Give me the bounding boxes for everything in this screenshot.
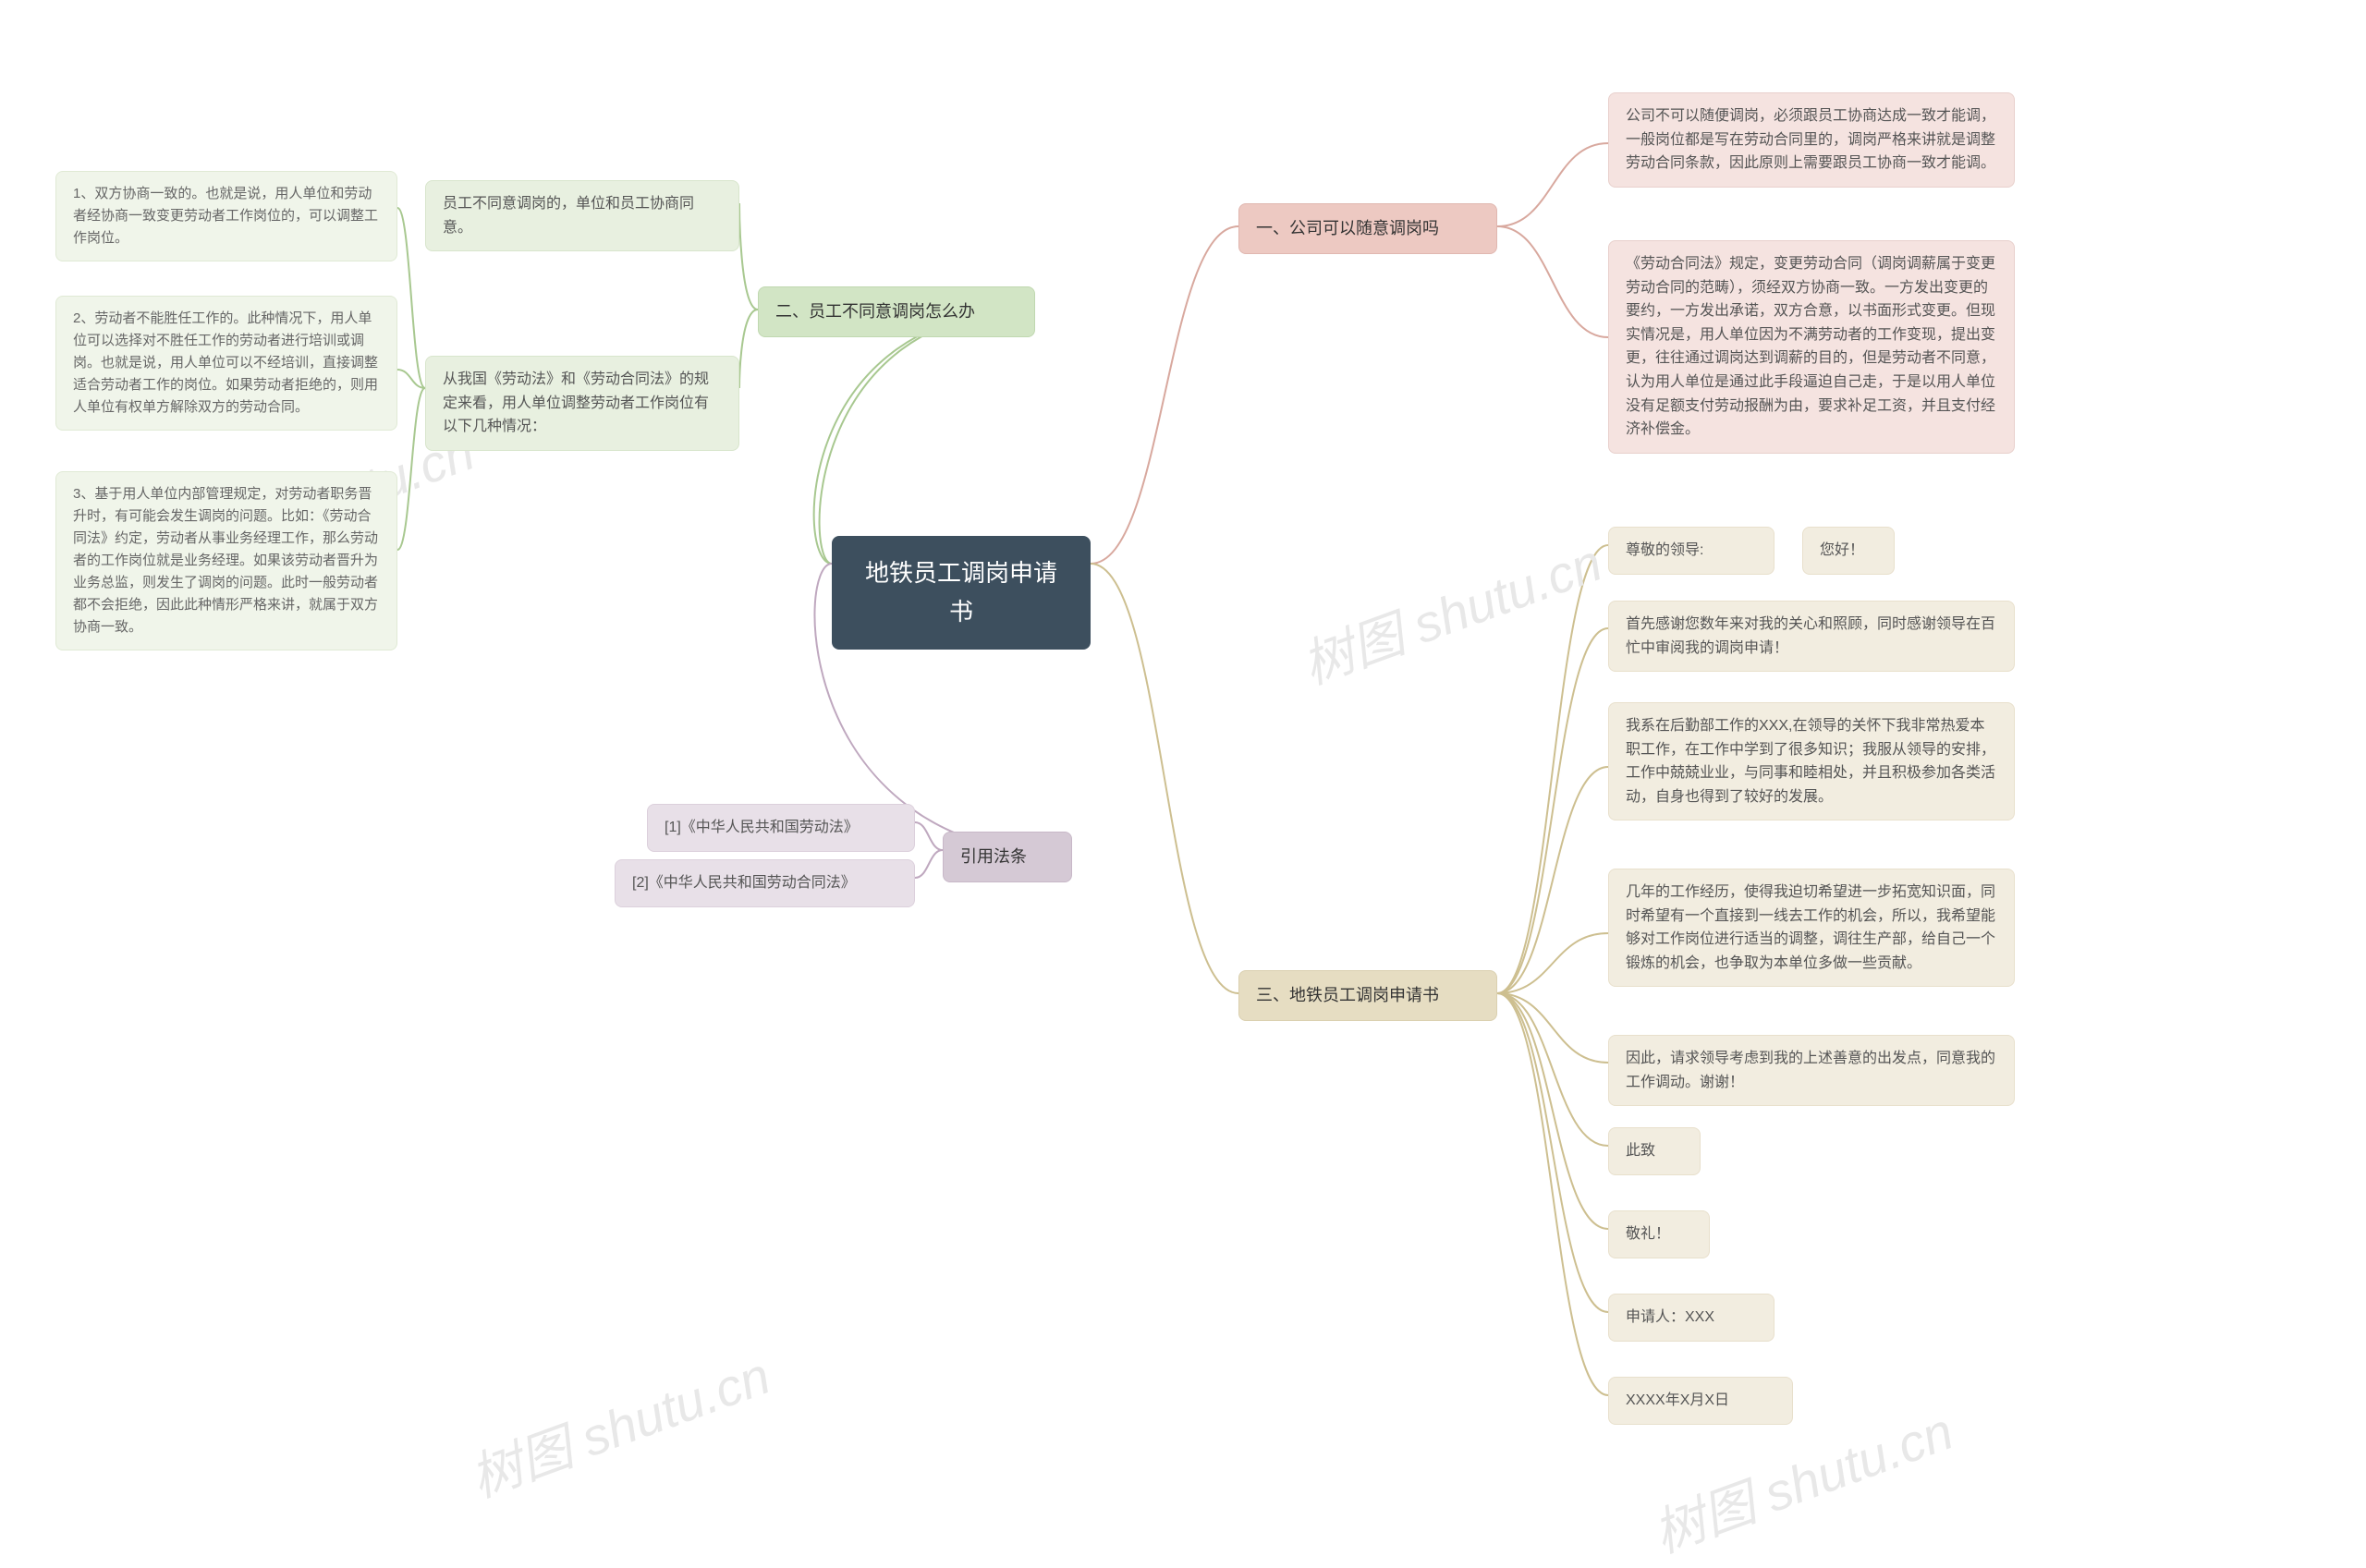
mindmap-node: [1]《中华人民共和国劳动法》 xyxy=(647,804,915,852)
mindmap-node: XXXX年X月X日 xyxy=(1608,1377,1793,1425)
mindmap-node: 1、双方协商一致的。也就是说，用人单位和劳动者经协商一致变更劳动者工作岗位的，可… xyxy=(55,171,397,261)
mindmap-node: [2]《中华人民共和国劳动合同法》 xyxy=(615,859,915,907)
mindmap-node: 2、劳动者不能胜任工作的。此种情况下，用人单位可以选择对不胜任工作的劳动者进行培… xyxy=(55,296,397,431)
mindmap-node: 二、员工不同意调岗怎么办 xyxy=(758,286,1035,337)
mindmap-node: 此致 xyxy=(1608,1127,1701,1175)
center-node: 地铁员工调岗申请书 xyxy=(832,536,1091,650)
watermark: 树图 shutu.cn xyxy=(458,1334,779,1512)
mindmap-node: 几年的工作经历，使得我迫切希望进一步拓宽知识面，同时希望有一个直接到一线去工作的… xyxy=(1608,869,2015,987)
mindmap-node: 因此，请求领导考虑到我的上述善意的出发点，同意我的工作调动。谢谢！ xyxy=(1608,1035,2015,1106)
mindmap-node: 申请人：XXX xyxy=(1608,1294,1774,1342)
mindmap-node: 敬礼！ xyxy=(1608,1210,1710,1258)
mindmap-node: 一、公司可以随意调岗吗 xyxy=(1238,203,1497,254)
mindmap-node: 我系在后勤部工作的XXX,在领导的关怀下我非常热爱本职工作，在工作中学到了很多知… xyxy=(1608,702,2015,820)
mindmap-node: 您好！ xyxy=(1802,527,1895,575)
mindmap-node: 从我国《劳动法》和《劳动合同法》的规定来看，用人单位调整劳动者工作岗位有以下几种… xyxy=(425,356,739,451)
mindmap-node: 《劳动合同法》规定，变更劳动合同（调岗调薪属于变更劳动合同的范畴），须经双方协商… xyxy=(1608,240,2015,454)
mindmap-node: 公司不可以随便调岗，必须跟员工协商达成一致才能调，一般岗位都是写在劳动合同里的，… xyxy=(1608,92,2015,188)
mindmap-node: 三、地铁员工调岗申请书 xyxy=(1238,970,1497,1021)
watermark: 树图 shutu.cn xyxy=(1290,521,1611,699)
mindmap-node: 员工不同意调岗的，单位和员工协商同意。 xyxy=(425,180,739,251)
mindmap-node: 引用法条 xyxy=(943,832,1072,882)
mindmap-node: 首先感谢您数年来对我的关心和照顾，同时感谢领导在百忙中审阅我的调岗申请！ xyxy=(1608,601,2015,672)
mindmap-node: 尊敬的领导: xyxy=(1608,527,1774,575)
mindmap-node: 3、基于用人单位内部管理规定，对劳动者职务晋升时，有可能会发生调岗的问题。比如：… xyxy=(55,471,397,650)
